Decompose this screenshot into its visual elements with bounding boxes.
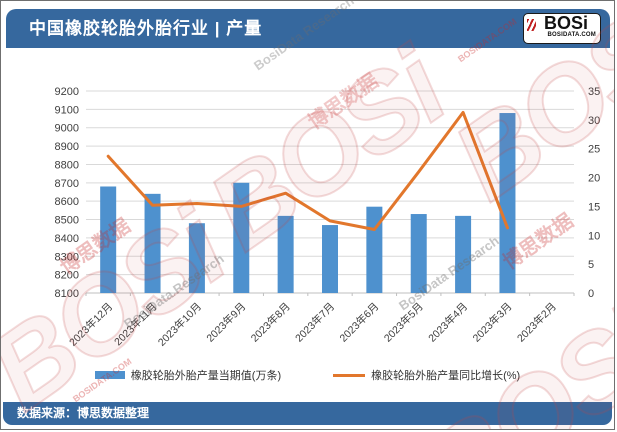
svg-text:10: 10 bbox=[588, 230, 600, 242]
x-axis bbox=[85, 292, 575, 296]
svg-text:2023年10月: 2023年10月 bbox=[155, 300, 204, 349]
svg-text:8400: 8400 bbox=[55, 233, 79, 245]
svg-text:9200: 9200 bbox=[55, 86, 79, 98]
svg-text:9000: 9000 bbox=[55, 123, 79, 135]
left-axis-labels: 8100 8200 8300 8400 8500 8600 8700 8800 8900 9000… bbox=[55, 86, 79, 300]
bar bbox=[277, 215, 294, 293]
svg-text:9100: 9100 bbox=[55, 104, 79, 116]
svg-text:25: 25 bbox=[588, 144, 600, 156]
header-bar: 中国橡胶轮胎外胎行业 | 产量 BOSi BOSIDATA.COM bbox=[6, 9, 610, 48]
line-series bbox=[106, 110, 509, 231]
svg-text:8800: 8800 bbox=[55, 159, 79, 171]
chart-legend: 橡胶轮胎外胎产量当期值(万条) 橡胶轮胎外胎产量同比增长(%) bbox=[1, 365, 614, 385]
legend-item-bar: 橡胶轮胎外胎产量当期值(万条) bbox=[94, 367, 282, 383]
bar bbox=[233, 182, 250, 293]
svg-text:8500: 8500 bbox=[55, 215, 79, 227]
svg-text:20: 20 bbox=[588, 173, 600, 185]
bar bbox=[100, 186, 117, 293]
bar bbox=[366, 206, 383, 293]
legend-label-line: 橡胶轮胎外胎产量同比增长(%) bbox=[371, 370, 521, 382]
svg-text:35: 35 bbox=[588, 86, 600, 98]
logo-subtext: BOSIDATA.COM bbox=[547, 32, 596, 38]
svg-text:2023年9月: 2023年9月 bbox=[204, 300, 249, 345]
svg-text:8700: 8700 bbox=[55, 178, 79, 190]
page-title: 中国橡胶轮胎外胎行业 | 产量 bbox=[29, 19, 263, 38]
svg-text:2023年7月: 2023年7月 bbox=[292, 300, 337, 345]
bar-series bbox=[100, 113, 516, 293]
logo-stripes-icon bbox=[527, 19, 536, 31]
svg-text:2023年11月: 2023年11月 bbox=[111, 300, 159, 348]
bar bbox=[455, 215, 472, 293]
svg-text:5: 5 bbox=[588, 259, 594, 271]
bar bbox=[499, 113, 516, 293]
bosi-logo: BOSi BOSIDATA.COM bbox=[523, 13, 601, 44]
svg-text:15: 15 bbox=[588, 201, 600, 213]
line-series-swatch-icon bbox=[333, 373, 366, 377]
logo-text: BOSi bbox=[543, 13, 588, 33]
bar bbox=[322, 225, 338, 293]
svg-text:8100: 8100 bbox=[55, 288, 79, 300]
svg-text:2023年4月: 2023年4月 bbox=[426, 300, 471, 345]
svg-text:8200: 8200 bbox=[55, 270, 79, 282]
svg-text:2023年8月: 2023年8月 bbox=[248, 300, 293, 345]
svg-text:8900: 8900 bbox=[55, 141, 79, 153]
source-bar: 数据来源：博思数据整理 bbox=[3, 402, 612, 425]
svg-text:8600: 8600 bbox=[55, 196, 79, 208]
right-axis-labels: 0 5 10 15 20 25 30 35 bbox=[588, 86, 600, 300]
svg-text:8300: 8300 bbox=[55, 251, 79, 263]
svg-text:30: 30 bbox=[588, 115, 600, 127]
legend-label-bar: 橡胶轮胎外胎产量当期值(万条) bbox=[130, 370, 282, 382]
legend-item-line: 橡胶轮胎外胎产量同比增长(%) bbox=[333, 367, 520, 383]
bar-series-swatch-icon bbox=[94, 371, 125, 379]
svg-text:2023年3月: 2023年3月 bbox=[470, 300, 515, 345]
svg-text:2023年5月: 2023年5月 bbox=[381, 300, 426, 345]
chart-svg: 8100 8200 8300 8400 8500 8600 8700 8800 8900 9000… bbox=[55, 86, 601, 349]
svg-text:0: 0 bbox=[588, 288, 594, 300]
bar bbox=[188, 223, 205, 293]
svg-text:2023年12月: 2023年12月 bbox=[66, 300, 115, 349]
bar bbox=[410, 214, 427, 293]
bar bbox=[144, 193, 161, 293]
source-text: 数据来源：博思数据整理 bbox=[17, 406, 150, 420]
svg-text:2023年2月: 2023年2月 bbox=[514, 300, 559, 345]
svg-text:2023年6月: 2023年6月 bbox=[337, 300, 382, 345]
